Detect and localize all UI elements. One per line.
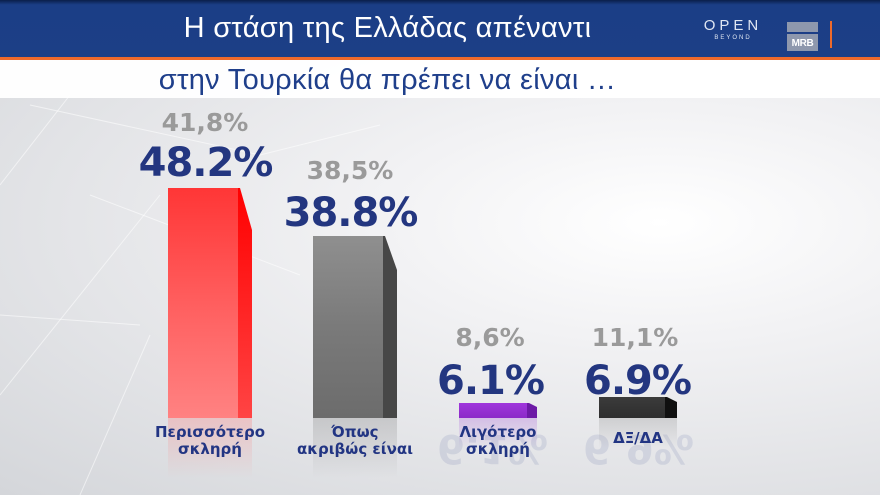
logo-open-sub: BEYOND [714,35,752,41]
bar-1-reflection [168,418,252,478]
bar-2 [313,236,397,418]
bar-1-label: Περισσότερο σκληρή [140,424,280,458]
header-bar [0,0,880,60]
mrb-logo-top-block [787,22,818,32]
mrb-logo: MRB [787,22,818,51]
bar-4-side [665,397,677,418]
bar-3-label-line-2: σκληρή [466,440,530,458]
bar-2-current-value: 38.8% [283,190,419,236]
bar-2-label: Όπως ακριβώς είναι [285,424,425,458]
bar-4-front [599,397,665,418]
bar-3-current-value: 6.1% [437,358,545,404]
bar-3-label-line-1: Λιγότερο [459,423,537,441]
bar-2-side [383,236,397,418]
title-line-1: Η στάση της Ελλάδας απέναντι [183,12,592,44]
bar-3-reflection [459,418,537,448]
bar-3-previous-value: 8,6% [455,323,525,352]
bar-1-front [168,188,238,418]
mrb-logo-text: MRB [787,34,818,51]
bar-1-side [238,188,252,418]
bar-1 [168,188,252,418]
bar-3-front [459,403,527,418]
bar-2-previous-value: 38,5% [306,156,394,185]
open-beyond-logo: OPEN BEYOND [703,17,763,51]
bar-4 [599,397,677,418]
bar-2-reflection [313,418,397,478]
bar-1-label-line-2: σκληρή [178,440,242,458]
header-accent-line [0,57,880,60]
bar-1-current-value: 48.2% [138,140,274,186]
bar-4-label-line-1: ΔΞ/ΔΑ [613,429,663,447]
bar-2-front [313,236,383,418]
bar-2-label-line-1: Όπως [331,423,379,441]
bar-4-reflection [599,418,677,448]
bar-4-current-value: 6.9% [584,358,692,404]
bar-3-label: Λιγότερο σκληρή [428,424,568,458]
logo-open-word: OPEN [703,17,763,34]
title-line-2: στην Τουρκία θα πρέπει να είναι … [158,64,617,96]
bar-4-previous-value: 11,1% [591,323,679,352]
bar-1-label-line-1: Περισσότερο [154,423,266,441]
bar-3-side [527,403,537,418]
bar-1-previous-value: 41,8% [161,108,249,137]
bar-2-label-line-2: ακριβώς είναι [297,440,413,458]
bar-3 [459,403,537,418]
bar-4-label: ΔΞ/ΔΑ [568,430,708,447]
logo-divider [830,21,832,48]
subtitle-band [0,60,880,98]
